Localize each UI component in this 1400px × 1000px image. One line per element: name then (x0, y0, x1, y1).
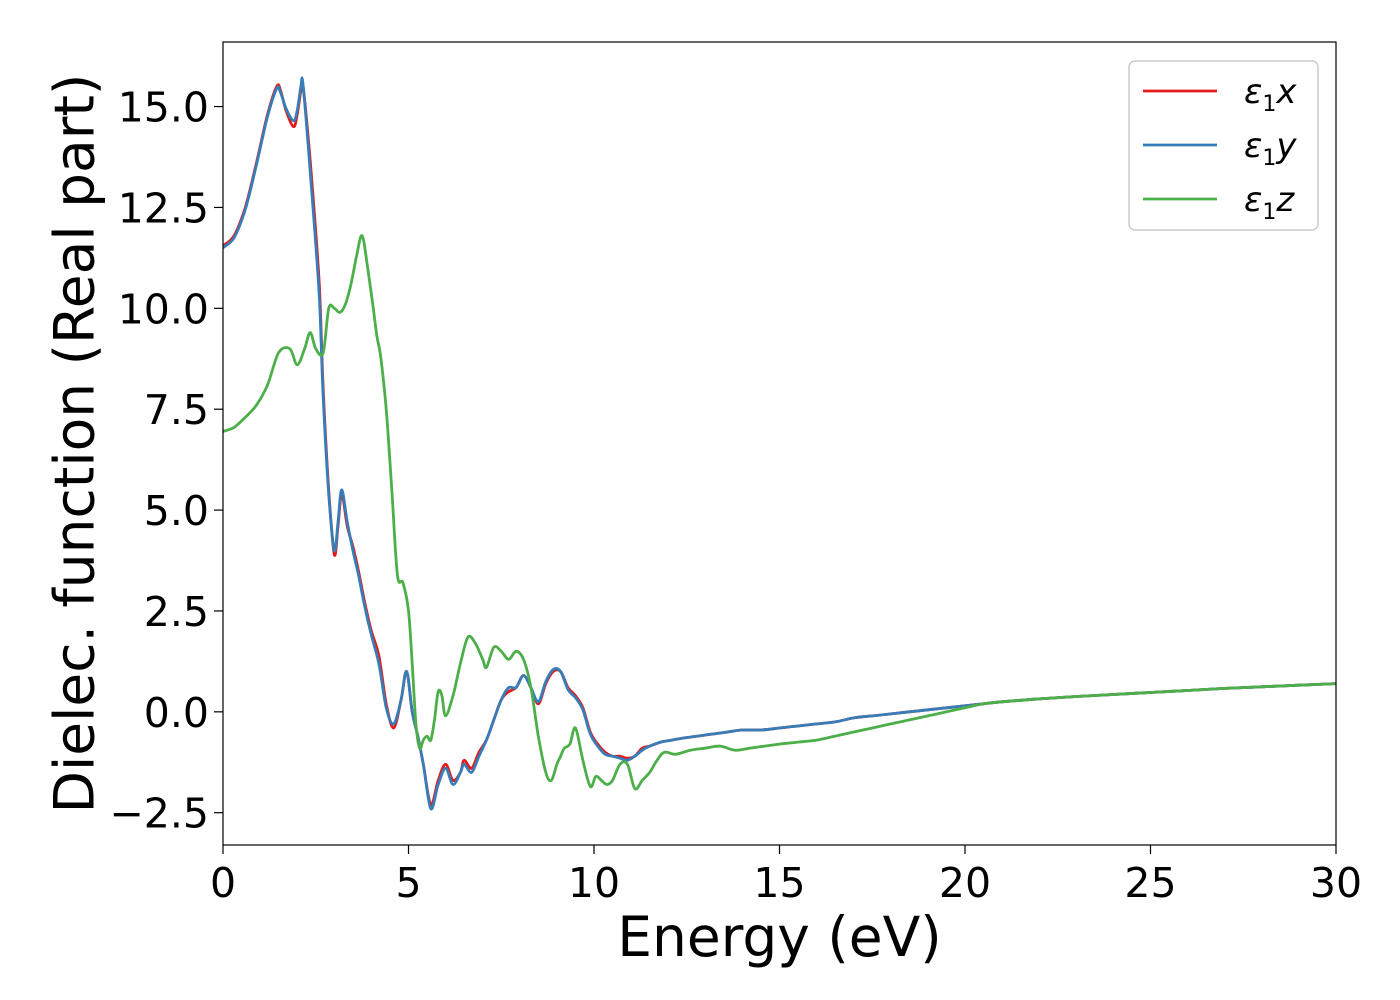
y-tick-label: 0.0 (144, 689, 209, 737)
legend-component: z (1275, 180, 1295, 220)
legend-component: y (1275, 126, 1297, 166)
x-tick-label: 20 (939, 859, 991, 907)
x-tick-label: 0 (210, 859, 236, 907)
y-tick-label: 5.0 (144, 487, 209, 535)
y-tick-label: 12.5 (118, 184, 209, 232)
x-tick-label: 5 (395, 859, 421, 907)
y-tick-label: −2.5 (109, 790, 209, 838)
y-axis-label: Dielec. function (Real part) (42, 74, 106, 814)
y-tick-label: 7.5 (144, 386, 209, 434)
legend-box (1128, 60, 1319, 231)
x-tick-label: 15 (753, 859, 805, 907)
legend-symbol: ε (1244, 180, 1262, 220)
legend-label-y: ε1y (1244, 126, 1297, 171)
legend-label-x: ε1x (1244, 72, 1297, 117)
series-line-y (223, 76, 1336, 811)
x-tick-label: 30 (1310, 859, 1362, 907)
legend-component: x (1275, 72, 1297, 112)
y-tick-label: 10.0 (118, 285, 209, 333)
legend-subscript: 1 (1262, 200, 1276, 225)
legend-subscript: 1 (1262, 92, 1276, 117)
legend-symbol: ε (1244, 72, 1262, 112)
y-tick-label: 15.0 (118, 84, 209, 132)
ticks-layer: 0 5 10 15 20 25 30 −2.5 0.0 2.5 5.0 7.5 10.0 12.5 15.0 (109, 84, 1362, 907)
series-layer (223, 76, 1336, 811)
x-tick-label: 25 (1124, 859, 1176, 907)
legend-label-z: ε1z (1244, 180, 1295, 225)
x-tick-label: 10 (568, 859, 620, 907)
legend-symbol: ε (1244, 126, 1262, 166)
x-axis-label: Energy (eV) (617, 905, 941, 969)
y-tick-label: 2.5 (144, 588, 209, 636)
legend-subscript: 1 (1262, 146, 1276, 171)
series-line-z (223, 234, 1336, 791)
